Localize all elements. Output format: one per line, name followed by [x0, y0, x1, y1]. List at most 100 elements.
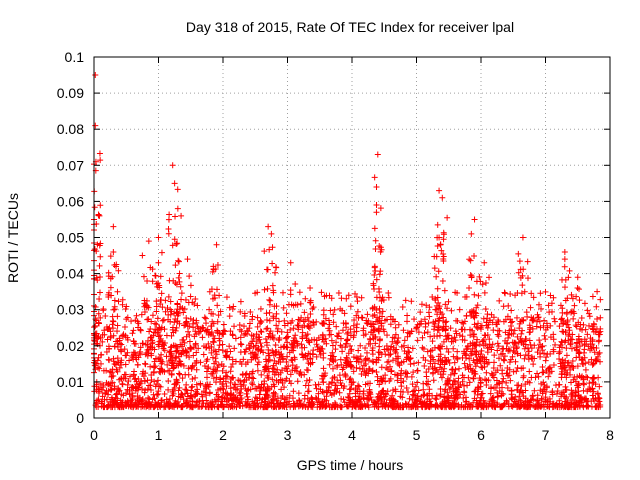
data-point: [538, 305, 545, 312]
data-point: [152, 329, 159, 336]
data-point: [504, 340, 511, 347]
data-point: [213, 351, 220, 358]
data-point: [552, 382, 559, 389]
data-point: [405, 401, 412, 408]
data-point: [374, 394, 381, 401]
data-point: [159, 339, 166, 346]
data-point: [284, 344, 291, 351]
data-point: [535, 373, 542, 380]
data-point: [501, 357, 508, 364]
data-point: [330, 319, 337, 326]
data-point: [189, 398, 196, 405]
data-point: [588, 398, 595, 405]
data-point: [436, 317, 443, 324]
data-point: [153, 321, 160, 328]
data-point: [304, 388, 311, 395]
data-point: [418, 318, 425, 325]
data-point: [454, 348, 461, 355]
data-point: [471, 395, 478, 402]
data-point: [442, 326, 449, 333]
data-point: [177, 341, 184, 348]
data-point: [299, 335, 306, 342]
data-point: [173, 324, 180, 331]
data-point: [122, 361, 129, 368]
data-point: [432, 395, 439, 402]
data-point: [215, 346, 222, 353]
data-point: [151, 358, 158, 365]
data-point: [526, 368, 533, 375]
data-point: [218, 394, 225, 401]
data-point: [281, 317, 288, 324]
data-point: [186, 323, 193, 330]
data-point: [437, 309, 444, 316]
data-point: [581, 354, 588, 361]
data-point: [288, 380, 295, 387]
data-point: [462, 398, 469, 405]
data-point: [259, 396, 266, 403]
data-point: [423, 369, 430, 376]
data-point: [95, 310, 102, 317]
data-point: [362, 360, 369, 367]
data-point: [180, 362, 187, 369]
data-point: [335, 333, 342, 340]
data-point: [273, 303, 280, 310]
data-point: [419, 400, 426, 407]
data-point: [589, 379, 596, 386]
data-point: [562, 328, 569, 335]
data-point: [453, 391, 460, 398]
data-point: [107, 284, 114, 291]
data-point: [296, 370, 303, 377]
data-point: [414, 324, 421, 331]
data-point: [284, 353, 291, 360]
data-point: [573, 344, 580, 351]
data-point: [408, 373, 415, 380]
data-point: [193, 349, 200, 356]
data-point: [373, 369, 380, 376]
data-point: [358, 294, 365, 301]
data-point: [252, 355, 259, 362]
data-point: [172, 397, 179, 404]
data-point: [590, 328, 597, 335]
data-point: [174, 402, 181, 409]
data-point: [200, 388, 207, 395]
data-point: [166, 277, 173, 284]
data-point: [414, 367, 421, 374]
data-point: [129, 330, 136, 337]
data-point: [245, 386, 252, 393]
data-point: [352, 386, 359, 393]
data-point: [237, 334, 244, 341]
data-point: [577, 395, 584, 402]
data-point: [273, 404, 280, 411]
data-point: [102, 313, 109, 320]
data-point: [170, 363, 177, 370]
data-point: [422, 357, 429, 364]
y-tick-label: 0.02: [57, 338, 84, 354]
data-point: [206, 306, 213, 313]
data-point: [120, 333, 127, 340]
data-point: [448, 307, 455, 314]
data-point: [516, 325, 523, 332]
data-point: [466, 361, 473, 368]
data-point: [480, 315, 487, 322]
data-point: [243, 402, 250, 409]
data-point: [377, 268, 384, 275]
data-point: [326, 331, 333, 338]
data-point: [497, 362, 504, 369]
data-point: [451, 404, 458, 411]
data-point: [215, 362, 222, 369]
data-point: [436, 234, 443, 241]
data-point: [247, 350, 254, 357]
grid: [94, 57, 610, 418]
data-point: [589, 325, 596, 332]
data-point: [369, 351, 376, 358]
data-point: [469, 369, 476, 376]
data-point: [279, 289, 286, 296]
data-point: [508, 330, 515, 337]
data-point: [220, 380, 227, 387]
data-point: [562, 297, 569, 304]
data-point: [496, 380, 503, 387]
data-point: [131, 401, 138, 408]
data-point: [130, 371, 137, 378]
data-point: [312, 381, 319, 388]
data-point: [229, 402, 236, 409]
